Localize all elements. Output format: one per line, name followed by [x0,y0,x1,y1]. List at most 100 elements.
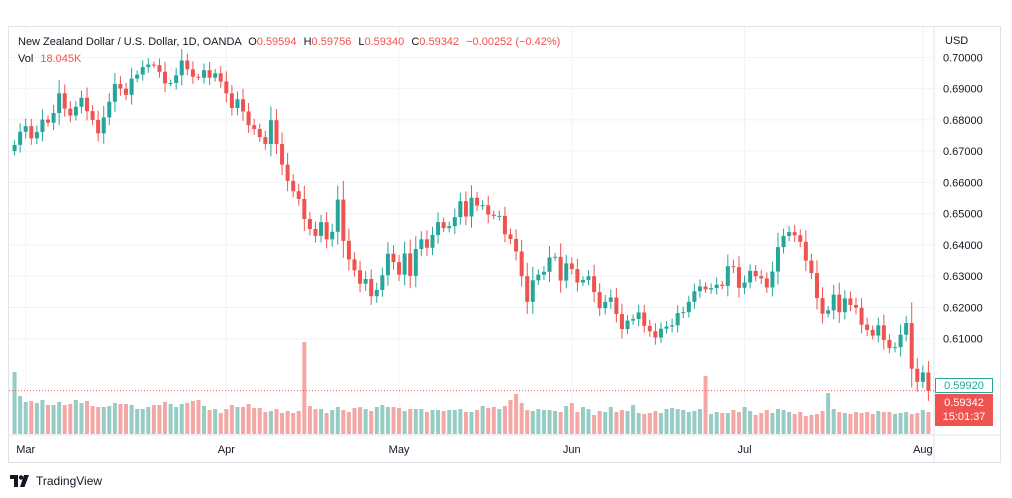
chart-frame[interactable] [8,26,1001,463]
candle-body [202,70,207,78]
candle-body [257,128,262,138]
candle-body [491,214,496,216]
volume-bar [870,414,875,434]
volume-bar [196,400,201,434]
candle-body [831,294,836,311]
close-value: 0.59342 [419,36,460,48]
volume-bar [853,412,858,434]
volume-bar [831,409,836,434]
volume-bar [781,410,786,434]
candle-body [385,253,390,276]
volume-bar [826,393,831,434]
volume-bar [235,407,240,434]
volume-bar [848,414,853,434]
volume-bar [697,409,702,434]
candle-body [575,269,580,283]
candle-body [174,75,179,84]
volume-bar [51,405,56,434]
volume-bar [452,410,457,434]
candle-body [274,120,279,144]
currency-label[interactable]: USD [945,35,969,47]
volume-bar [263,412,268,434]
candle-body [603,301,608,309]
x-tick-label: Mar [16,444,35,456]
candle-body [519,251,524,277]
candle-body [748,270,753,283]
x-tick-label: Apr [218,444,235,456]
prev-close-tag: 0.59920 [935,378,993,393]
volume-bar [608,407,613,434]
volume-bar [881,412,886,434]
volume-bar [530,411,535,434]
candle-body [335,199,340,232]
candle-body [196,76,201,78]
volume-bar [636,413,641,434]
volume-bar [419,409,424,434]
candle-body [904,323,909,335]
candle-body [380,275,385,290]
volume-bar [575,412,580,434]
last-price-value: 0.59342 [944,397,984,409]
volume-bar [597,411,602,434]
candle-body [436,222,441,235]
volume-bar [85,401,90,434]
volume-bar [514,394,519,434]
vol-label[interactable]: Vol [18,53,34,65]
candle-body [124,88,129,95]
candle-body [168,83,173,85]
symbol-title[interactable]: New Zealand Dollar / U.S. Dollar, 1D, OA… [18,36,242,48]
legend-ohlc: New Zealand Dollar / U.S. Dollar, 1D, OA… [18,36,560,48]
candle-body [536,274,541,281]
candle-body [190,69,195,77]
candle-body [792,232,797,236]
candle-body [558,256,563,281]
candle-body [179,60,184,76]
candle-body [218,73,223,82]
volume-bar [296,411,301,434]
candle-body [441,222,446,229]
candle-body [597,292,602,309]
volume-bar [926,412,931,434]
volume-bar [463,412,468,434]
candle-body [363,279,368,284]
volume-bar [346,412,351,434]
volume-bar [714,412,719,434]
y-tick-label: 0.62000 [943,302,983,314]
volume-bar [670,408,675,434]
volume-bar [904,412,909,434]
volume-bar [252,408,257,434]
volume-bar [469,412,474,434]
volume-bar [62,405,67,434]
candle-body [96,119,101,134]
volume-bar [335,407,340,434]
candle-body [926,372,931,391]
candle-body [675,313,680,326]
candle-body [881,325,886,340]
volume-bar [920,410,925,434]
candle-body [842,298,847,313]
candle-body [107,101,112,118]
candle-body [586,276,591,280]
x-tick-label: May [389,444,410,456]
volume-bar [820,411,825,434]
open-value: 0.59594 [256,36,297,48]
volume-bar [218,413,223,434]
volume-bar [280,413,285,434]
candle-body [369,279,374,297]
volume-bar [185,403,190,434]
volume-bar [502,406,507,434]
candle-body [85,97,90,112]
candle-body [736,267,741,288]
volume-bar [569,403,574,434]
volume-bar [876,411,881,434]
volume-bar [380,405,385,434]
candle-body [658,328,663,338]
tradingview-logo[interactable]: TradingView [10,472,102,490]
volume-bar [447,410,452,434]
volume-bar [658,413,663,434]
candle-body [814,273,819,299]
candle-body [302,198,307,219]
volume-bar [90,406,95,434]
volume-bar [564,406,569,434]
